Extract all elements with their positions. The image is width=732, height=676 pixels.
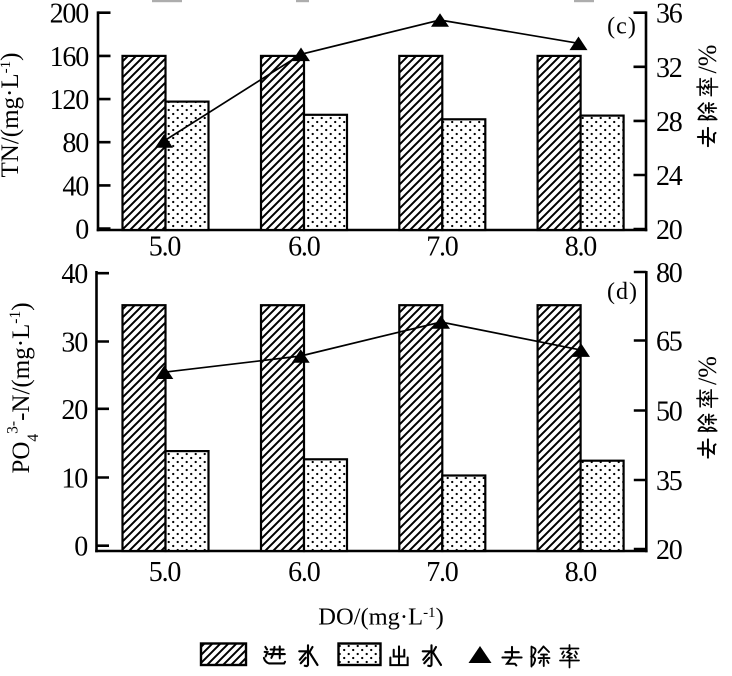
svg-text:0: 0	[75, 215, 88, 246]
svg-text:20: 20	[656, 535, 682, 566]
svg-text:20: 20	[656, 215, 682, 246]
svg-text:10: 10	[61, 464, 87, 495]
svg-text:32: 32	[656, 53, 682, 84]
svg-text:20: 20	[61, 395, 87, 426]
svg-text:28: 28	[656, 107, 682, 138]
svg-text:36: 36	[656, 0, 683, 30]
svg-text:40: 40	[62, 171, 88, 202]
svg-text:5.0: 5.0	[149, 232, 181, 263]
svg-text:7.0: 7.0	[426, 232, 458, 263]
svg-text:6.0: 6.0	[288, 557, 320, 588]
svg-text:40: 40	[61, 259, 87, 290]
svg-text:(c): (c)	[607, 14, 637, 40]
svg-text:30: 30	[61, 328, 87, 359]
svg-text:200: 200	[50, 0, 89, 30]
svg-text:24: 24	[656, 161, 683, 192]
svg-text:(d): (d)	[607, 279, 638, 305]
svg-text:80: 80	[656, 258, 682, 289]
svg-text:35: 35	[656, 466, 682, 497]
svg-text:80: 80	[62, 128, 88, 159]
svg-text:5.0: 5.0	[149, 557, 181, 588]
svg-text:160: 160	[50, 42, 89, 73]
svg-text:DO/(mg·L-1): DO/(mg·L-1)	[318, 604, 443, 631]
svg-text:50: 50	[656, 397, 682, 428]
svg-text:65: 65	[656, 327, 682, 358]
svg-text:120: 120	[50, 85, 89, 116]
svg-text:7.0: 7.0	[426, 557, 458, 588]
svg-text:8.0: 8.0	[565, 557, 597, 588]
svg-text:0: 0	[74, 532, 87, 563]
svg-text:8.0: 8.0	[565, 232, 597, 263]
svg-text:6.0: 6.0	[288, 232, 320, 263]
